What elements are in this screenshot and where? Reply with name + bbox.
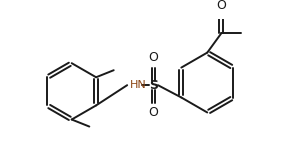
Text: O: O — [149, 51, 158, 64]
Text: S: S — [149, 79, 158, 92]
Text: HN: HN — [130, 80, 146, 90]
Text: O: O — [149, 106, 158, 119]
Text: O: O — [217, 0, 226, 12]
